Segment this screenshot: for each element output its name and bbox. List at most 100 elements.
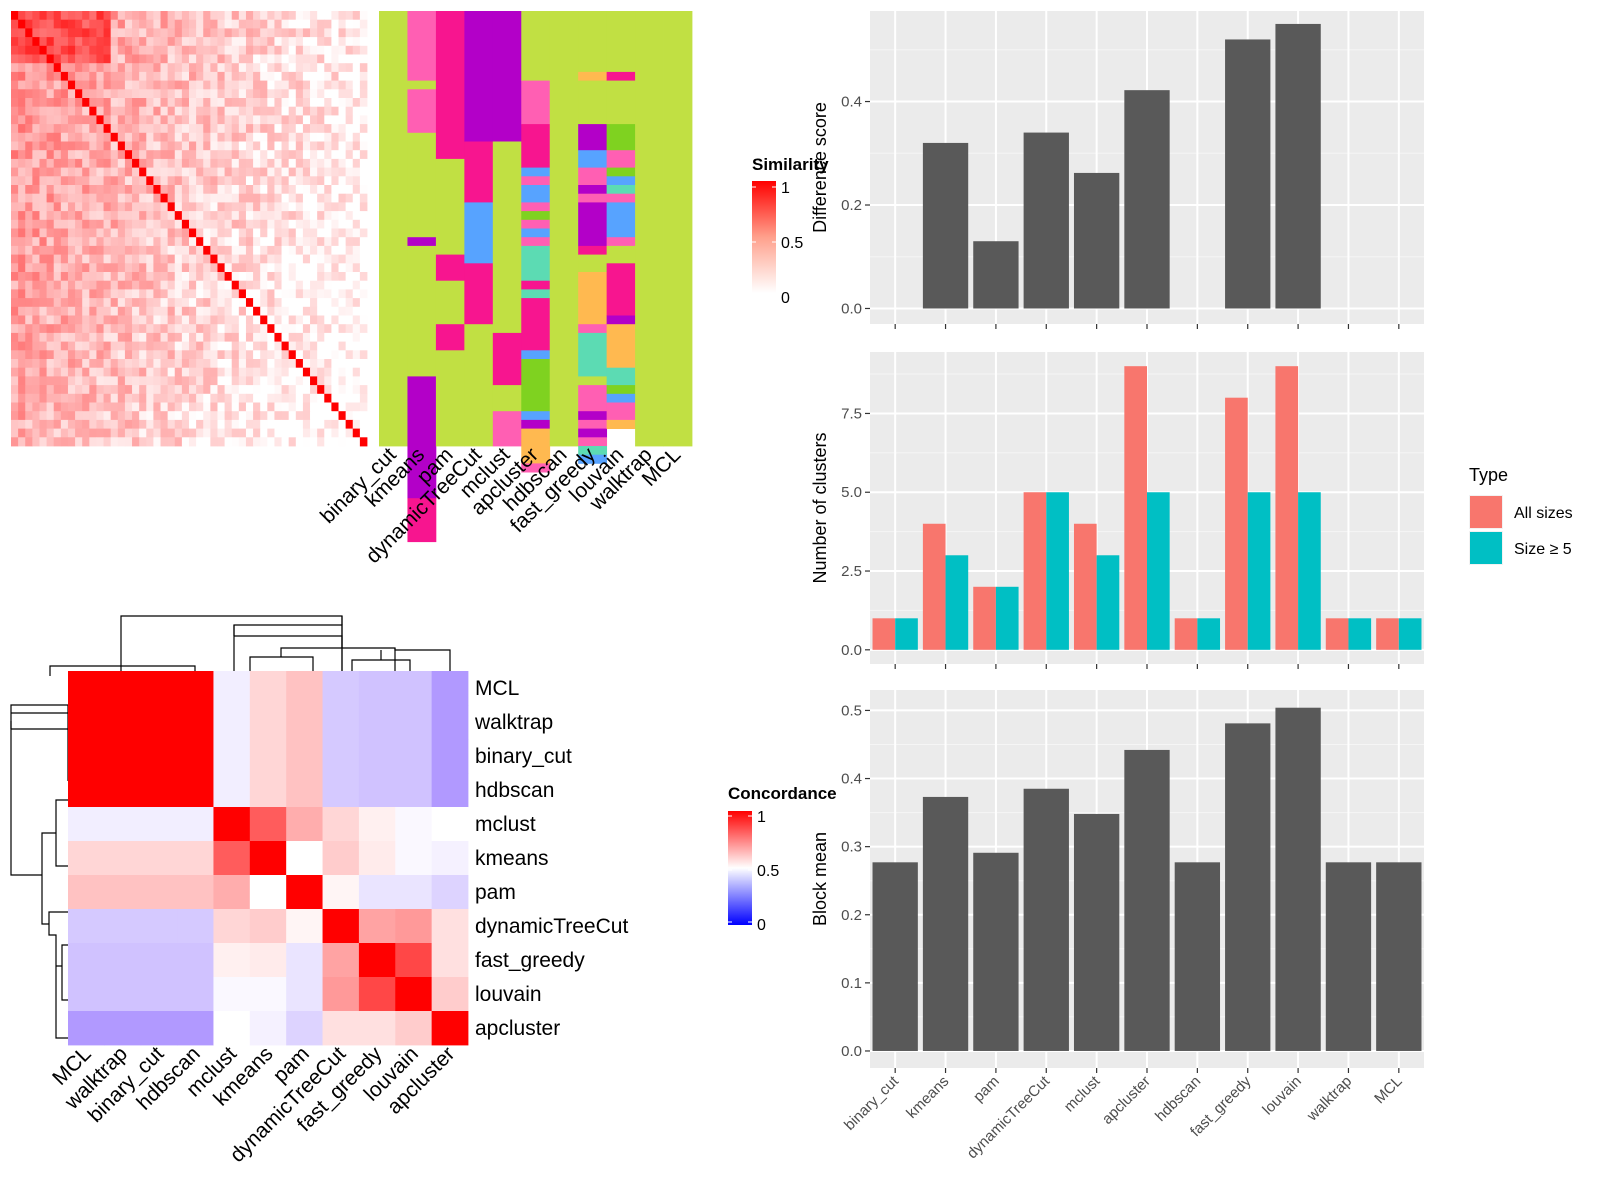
similarity-cell	[46, 245, 55, 255]
similarity-cell	[253, 158, 261, 168]
similarity-cell	[75, 19, 83, 29]
similarity-cell	[103, 19, 112, 29]
similarity-cell	[231, 393, 240, 403]
bar	[1073, 523, 1097, 650]
similarity-cell	[18, 228, 26, 238]
membership-cell	[521, 237, 551, 247]
similarity-cell	[82, 332, 90, 342]
similarity-cell	[110, 289, 119, 299]
similarity-cell	[324, 263, 332, 273]
similarity-cell	[302, 237, 311, 247]
similarity-cell	[274, 98, 282, 108]
similarity-cell	[46, 115, 55, 125]
similarity-cell	[281, 411, 290, 421]
similarity-cell	[46, 54, 55, 64]
similarity-cell	[210, 437, 218, 447]
similarity-cell	[224, 80, 233, 90]
similarity-cell	[288, 211, 297, 221]
similarity-cell	[139, 385, 147, 395]
similarity-cell	[67, 419, 76, 429]
similarity-cell	[302, 167, 311, 177]
similarity-cell	[117, 228, 126, 238]
similarity-cell	[39, 28, 47, 38]
similarity-cell	[117, 402, 126, 412]
similarity-cell	[139, 315, 147, 325]
similarity-cell	[345, 332, 354, 342]
similarity-cell	[331, 167, 339, 177]
similarity-cell	[103, 367, 112, 377]
similarity-cell	[11, 63, 19, 73]
similarity-cell	[32, 376, 40, 386]
similarity-cell	[32, 115, 40, 125]
similarity-cell	[189, 289, 197, 299]
similarity-cell	[181, 89, 190, 99]
similarity-cell	[217, 402, 225, 412]
similarity-cell	[11, 132, 19, 142]
similarity-cell	[217, 193, 225, 203]
similarity-cell	[274, 376, 282, 386]
similarity-cell	[132, 341, 140, 351]
similarity-cell	[359, 350, 368, 360]
similarity-cell	[203, 428, 211, 438]
similarity-cell	[338, 272, 347, 282]
similarity-cell	[174, 367, 183, 377]
similarity-cell	[295, 141, 304, 151]
similarity-cell	[103, 124, 112, 134]
similarity-cell	[32, 263, 40, 273]
similarity-cell	[89, 141, 97, 151]
similarity-cell	[167, 202, 176, 212]
membership-cell	[578, 193, 608, 203]
similarity-cell	[53, 54, 62, 64]
similarity-cell	[117, 63, 126, 73]
similarity-cell	[132, 158, 140, 168]
similarity-cell	[274, 419, 282, 429]
similarity-cell	[60, 98, 69, 108]
concordance-cell	[249, 739, 287, 774]
similarity-cell	[203, 63, 211, 73]
similarity-cell	[174, 80, 183, 90]
similarity-cell	[124, 176, 133, 186]
similarity-cell	[317, 89, 325, 99]
similarity-cell	[310, 315, 318, 325]
similarity-cell	[82, 11, 90, 21]
similarity-cell	[117, 71, 126, 81]
similarity-cell	[67, 158, 76, 168]
similarity-cell	[96, 115, 104, 125]
similarity-cell	[245, 280, 254, 290]
similarity-cell	[75, 54, 83, 64]
similarity-cell	[181, 254, 190, 264]
similarity-cell	[132, 45, 140, 55]
similarity-cell	[110, 254, 119, 264]
similarity-cell	[331, 289, 339, 299]
similarity-cell	[25, 98, 33, 108]
similarity-cell	[245, 306, 254, 316]
similarity-cell	[281, 289, 290, 299]
similarity-cell	[238, 228, 247, 238]
similarity-cell	[18, 211, 26, 221]
similarity-cell	[295, 272, 304, 282]
similarity-cell	[11, 280, 19, 290]
similarity-cell	[231, 211, 240, 221]
similarity-cell	[103, 219, 112, 229]
similarity-cell	[189, 376, 197, 386]
concordance-cell	[249, 671, 287, 706]
similarity-cell	[310, 45, 318, 55]
similarity-cell	[146, 98, 154, 108]
similarity-cell	[89, 158, 97, 168]
similarity-cell	[324, 176, 332, 186]
similarity-cell	[253, 367, 261, 377]
similarity-cell	[324, 350, 332, 360]
similarity-cell	[174, 115, 183, 125]
similarity-cell	[288, 411, 297, 421]
similarity-cell	[253, 185, 261, 195]
similarity-cell	[338, 350, 347, 360]
similarity-cell	[288, 28, 297, 38]
similarity-cell	[238, 158, 247, 168]
similarity-cell	[139, 332, 147, 342]
similarity-cell	[317, 419, 325, 429]
similarity-cell	[53, 193, 62, 203]
bar	[895, 618, 918, 650]
similarity-cell	[224, 359, 233, 369]
bar	[1325, 618, 1349, 650]
similarity-cell	[53, 167, 62, 177]
